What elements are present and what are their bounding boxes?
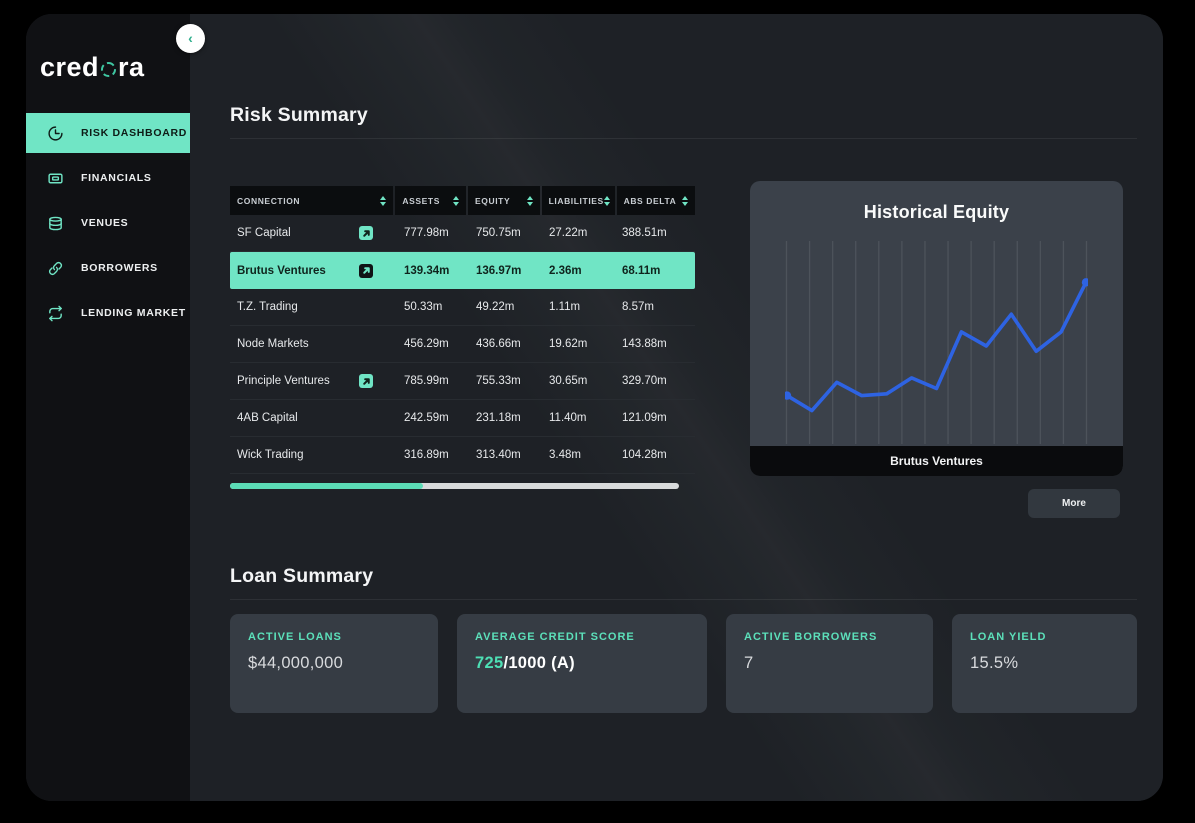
scrollbar-thumb[interactable] bbox=[230, 483, 423, 489]
column-header-connection[interactable]: CONNECTION bbox=[230, 186, 394, 215]
card-label: AVERAGE CREDIT SCORE bbox=[475, 631, 635, 643]
sidebar-item-label: RISK DASHBOARD bbox=[81, 127, 188, 139]
active-loans-card: ACTIVE LOANS $44,000,000 bbox=[230, 614, 438, 713]
credit-score-scale: /1000 (A) bbox=[503, 654, 575, 672]
table-header: CONNECTION ASSETS EQUITY LIABILITIE bbox=[230, 186, 695, 215]
more-button[interactable]: More bbox=[1028, 489, 1120, 518]
chain-link-icon bbox=[48, 261, 63, 275]
sort-icon[interactable] bbox=[380, 195, 387, 206]
sidebar-item-borrowers[interactable]: BORROWERS bbox=[26, 248, 190, 288]
credora-logo: cred ra bbox=[40, 52, 190, 83]
credit-arrow-badge-icon[interactable] bbox=[359, 226, 373, 240]
risk-summary-title: Risk Summary bbox=[230, 104, 368, 126]
column-header-assets[interactable]: ASSETS bbox=[395, 186, 466, 215]
sidebar-item-label: FINANCIALS bbox=[81, 172, 152, 184]
sidebar-item-venues[interactable]: VENUES bbox=[26, 203, 190, 243]
loan-summary-cards: ACTIVE LOANS $44,000,000 AVERAGE CREDIT … bbox=[230, 614, 1137, 713]
credit-arrow-badge-icon[interactable] bbox=[359, 374, 373, 388]
sidebar-item-label: LENDING MARKET bbox=[81, 307, 186, 319]
active-borrowers-card: ACTIVE BORROWERS 7 bbox=[726, 614, 933, 713]
logo-text-left: cred bbox=[40, 52, 100, 82]
pie-chart-icon bbox=[48, 125, 63, 141]
average-credit-score-card: AVERAGE CREDIT SCORE 725/1000 (A) bbox=[457, 614, 707, 713]
sidebar-item-risk-dashboard[interactable]: RISK DASHBOARD bbox=[26, 113, 190, 153]
column-header-liabilities[interactable]: LIABILITIES bbox=[541, 186, 615, 215]
sort-icon[interactable] bbox=[452, 195, 459, 206]
sort-icon[interactable] bbox=[603, 195, 610, 206]
table-row-node-markets[interactable]: Node Markets 456.29m 436.66m 19.62m 143.… bbox=[230, 326, 695, 363]
table-row-4ab-capital[interactable]: 4AB Capital 242.59m 231.18m 11.40m 121.0… bbox=[230, 400, 695, 437]
main-content: Risk Summary CONNECTION ASSETS bbox=[190, 14, 1163, 801]
logo-text-right: ra bbox=[118, 52, 145, 82]
connections-table: CONNECTION ASSETS EQUITY LIABILITIE bbox=[230, 181, 695, 518]
section-divider bbox=[230, 599, 1137, 600]
credit-score-number: 725 bbox=[475, 654, 504, 672]
column-header-abs-delta[interactable]: ABS DELTA bbox=[616, 186, 695, 215]
table-row-principle-ventures[interactable]: Principle Ventures 785.99m 755.33m 30.65… bbox=[230, 363, 695, 400]
sidebar-item-label: VENUES bbox=[81, 217, 129, 229]
sidebar-nav: RISK DASHBOARD FINANCIALS VENUES bbox=[26, 113, 190, 333]
chevron-left-icon: ‹ bbox=[188, 30, 193, 46]
app-window: cred ra RISK DASHBOARD FINANCIALS bbox=[26, 14, 1163, 801]
sidebar-collapse-button[interactable]: ‹ bbox=[176, 24, 205, 53]
card-label: ACTIVE LOANS bbox=[248, 631, 342, 643]
historical-equity-card: Historical Equity Brutus Ventures bbox=[750, 181, 1123, 476]
chart-footer-label: Brutus Ventures bbox=[890, 454, 983, 468]
card-value: 15.5% bbox=[970, 654, 1019, 672]
sort-icon[interactable] bbox=[526, 195, 533, 206]
sidebar: cred ra RISK DASHBOARD FINANCIALS bbox=[26, 14, 190, 801]
card-label: ACTIVE BORROWERS bbox=[744, 631, 878, 643]
section-divider bbox=[230, 138, 1137, 139]
card-value: 7 bbox=[744, 654, 754, 672]
chart-title: Historical Equity bbox=[863, 202, 1010, 222]
stack-icon bbox=[49, 216, 62, 230]
repeat-arrows-icon bbox=[49, 305, 62, 321]
table-row-tz-trading[interactable]: T.Z. Trading 50.33m 49.22m 1.11m 8.57m bbox=[230, 289, 695, 326]
sort-icon[interactable] bbox=[682, 195, 688, 206]
column-header-equity[interactable]: EQUITY bbox=[467, 186, 540, 215]
table-row-sf-capital[interactable]: SF Capital 777.98m 750.75m 27.22m 388.51… bbox=[230, 215, 695, 252]
card-label: LOAN YIELD bbox=[970, 631, 1047, 643]
credit-arrow-badge-icon[interactable] bbox=[359, 263, 373, 278]
banknote-icon bbox=[48, 173, 63, 183]
table-horizontal-scrollbar[interactable] bbox=[230, 483, 679, 489]
chart-footer: Brutus Ventures bbox=[750, 446, 1123, 476]
card-value: 725/1000 (A) bbox=[475, 654, 707, 673]
sidebar-item-label: BORROWERS bbox=[81, 262, 158, 274]
loan-yield-card: LOAN YIELD 15.5% bbox=[952, 614, 1137, 713]
sidebar-item-lending-market[interactable]: LENDING MARKET bbox=[26, 293, 190, 333]
logo-dashed-o-icon bbox=[101, 62, 117, 77]
equity-line-chart bbox=[785, 241, 1088, 444]
table-row-wick-trading[interactable]: Wick Trading 316.89m 313.40m 3.48m 104.2… bbox=[230, 437, 695, 474]
sidebar-item-financials[interactable]: FINANCIALS bbox=[26, 158, 190, 198]
loan-summary-title: Loan Summary bbox=[230, 565, 374, 587]
card-value: $44,000,000 bbox=[248, 654, 344, 672]
table-row-brutus-ventures[interactable]: Brutus Ventures 139.34m 136.97m 2.36m 68… bbox=[230, 252, 695, 289]
